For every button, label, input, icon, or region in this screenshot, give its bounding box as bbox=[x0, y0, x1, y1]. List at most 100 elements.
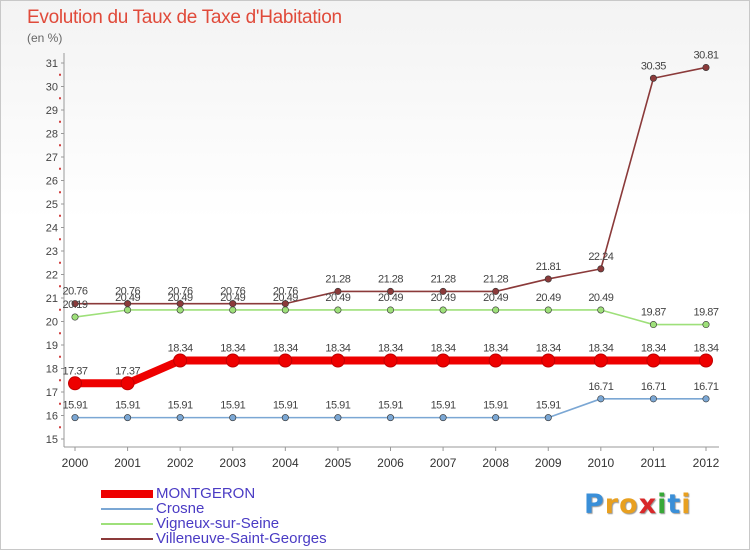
y-tick-label: 31 bbox=[46, 58, 58, 70]
x-tick-label: 2012 bbox=[693, 456, 720, 470]
x-tick-label: 2009 bbox=[535, 456, 562, 470]
y-minor-tick bbox=[59, 426, 61, 429]
x-tick-label: 2011 bbox=[641, 456, 667, 470]
data-label: 15.91 bbox=[220, 400, 245, 412]
legend-swatch bbox=[101, 489, 153, 498]
data-label: 19.87 bbox=[693, 307, 718, 319]
data-point bbox=[702, 395, 710, 403]
chart-title: Evolution du Taux de Taxe d'Habitation bbox=[27, 7, 342, 28]
y-tick-label: 19 bbox=[46, 340, 58, 352]
y-minor-tick bbox=[59, 308, 61, 311]
data-point bbox=[544, 414, 552, 422]
data-point bbox=[386, 414, 394, 422]
logo-letter: i bbox=[681, 489, 692, 520]
data-point bbox=[278, 353, 293, 368]
x-tick-label: 2003 bbox=[219, 456, 246, 470]
data-point bbox=[597, 265, 605, 273]
data-point bbox=[439, 306, 447, 314]
data-label: 21.28 bbox=[431, 273, 456, 285]
data-point bbox=[488, 353, 503, 368]
data-label: 15.91 bbox=[378, 400, 403, 412]
data-point bbox=[383, 353, 398, 368]
y-minor-tick bbox=[59, 355, 61, 358]
y-minor-tick bbox=[59, 332, 61, 335]
y-tick-label: 27 bbox=[46, 152, 58, 164]
data-point bbox=[173, 353, 188, 368]
x-tick-label: 2007 bbox=[430, 456, 457, 470]
data-label: 17.37 bbox=[62, 365, 87, 377]
data-label: 16.71 bbox=[693, 381, 718, 393]
data-label: 18.34 bbox=[220, 343, 245, 355]
data-label: 18.34 bbox=[168, 343, 193, 355]
data-point bbox=[699, 353, 713, 368]
y-minor-tick bbox=[59, 167, 61, 170]
y-tick-label: 28 bbox=[46, 129, 58, 141]
logo-letter: P bbox=[584, 489, 605, 520]
data-point bbox=[71, 300, 79, 308]
proxiti-logo: Proxiti bbox=[584, 489, 692, 520]
data-point bbox=[702, 63, 710, 71]
y-minor-tick bbox=[59, 379, 61, 382]
data-label: 20.76 bbox=[168, 286, 193, 298]
data-point bbox=[120, 376, 135, 391]
data-point bbox=[439, 287, 447, 295]
y-minor-tick bbox=[59, 120, 61, 123]
x-tick-label: 2010 bbox=[587, 456, 614, 470]
data-point bbox=[492, 414, 500, 422]
data-label: 16.71 bbox=[641, 381, 666, 393]
data-label: 16.71 bbox=[588, 381, 613, 393]
data-point bbox=[281, 414, 289, 422]
data-point bbox=[702, 321, 710, 329]
series-line bbox=[75, 66, 707, 305]
data-label: 22.24 bbox=[588, 251, 613, 263]
data-label: 20.49 bbox=[431, 292, 456, 304]
data-point bbox=[597, 306, 605, 314]
data-label: 18.34 bbox=[588, 343, 613, 355]
legend-swatch bbox=[101, 522, 153, 525]
y-minor-tick bbox=[59, 261, 61, 264]
y-tick-label: 22 bbox=[46, 270, 58, 282]
data-point bbox=[439, 414, 447, 422]
data-label: 18.34 bbox=[483, 343, 508, 355]
data-point bbox=[334, 306, 342, 314]
logo-letter: o bbox=[619, 489, 639, 520]
data-point bbox=[229, 414, 237, 422]
y-minor-tick bbox=[59, 191, 61, 194]
data-point bbox=[649, 321, 657, 329]
data-label: 20.19 bbox=[62, 299, 87, 311]
data-point bbox=[492, 287, 500, 295]
data-label: 20.49 bbox=[483, 292, 508, 304]
data-label: 20.76 bbox=[220, 286, 245, 298]
y-tick-label: 15 bbox=[46, 434, 58, 446]
data-point bbox=[386, 306, 394, 314]
data-point bbox=[649, 74, 657, 82]
logo-letter: r bbox=[604, 489, 620, 520]
x-tick-label: 2002 bbox=[167, 456, 194, 470]
data-label: 15.91 bbox=[536, 400, 561, 412]
legend-label: Vigneux-sur-Seine bbox=[156, 515, 280, 532]
data-label: 20.76 bbox=[115, 286, 140, 298]
data-point bbox=[124, 306, 132, 314]
axes: 15 16 17 18 19 20 21 22 23 24 25 26 27 28 29 30 31 2000 20… bbox=[46, 53, 720, 470]
x-tick-label: 2008 bbox=[482, 456, 509, 470]
data-point bbox=[71, 414, 79, 422]
data-label: 20.76 bbox=[62, 286, 87, 298]
data-label: 30.81 bbox=[693, 49, 718, 61]
chart-unit-label: (en %) bbox=[27, 31, 63, 45]
data-label: 20.49 bbox=[115, 292, 140, 304]
data-point bbox=[593, 353, 608, 368]
logo-letter: x bbox=[638, 489, 658, 520]
y-minor-tick bbox=[59, 144, 61, 147]
y-minor-tick bbox=[59, 402, 61, 405]
y-minor-tick bbox=[59, 214, 61, 217]
y-tick-label: 25 bbox=[46, 199, 58, 211]
y-tick-label: 17 bbox=[46, 387, 58, 399]
data-point bbox=[176, 306, 184, 314]
y-tick-label: 16 bbox=[46, 411, 58, 423]
data-point bbox=[544, 275, 552, 283]
data-point bbox=[68, 376, 82, 391]
data-label: 18.34 bbox=[325, 343, 350, 355]
data-point bbox=[225, 353, 240, 368]
